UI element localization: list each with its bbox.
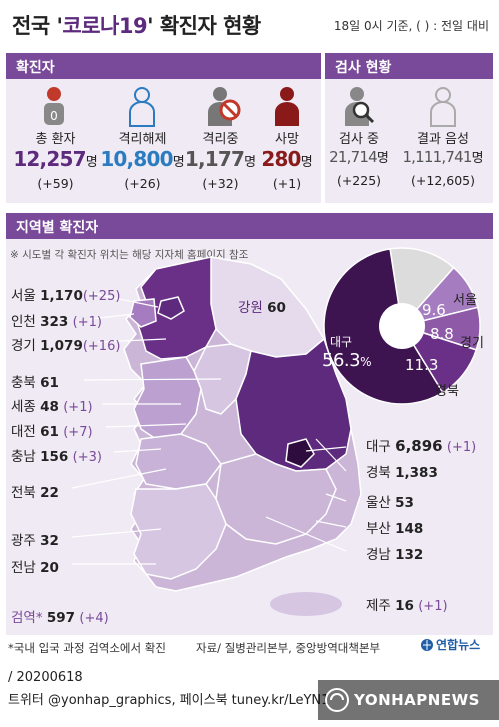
region-label-gangwon: 강원 60 bbox=[238, 300, 286, 316]
region-label-incheon: 인천 323 (+1) bbox=[11, 314, 102, 330]
person-zero-icon: 0 bbox=[44, 87, 64, 125]
region-label-jeonnam: 전남 20 bbox=[11, 560, 59, 576]
pie-label-seoul: 서울 bbox=[453, 293, 477, 308]
person-light-icon bbox=[430, 87, 456, 127]
watermark: YONHAPNEWS bbox=[318, 680, 499, 720]
pie-value-daegu: 56.3% bbox=[322, 350, 371, 371]
pie-label-gyeongbuk: 경북 bbox=[435, 384, 459, 399]
regional-note: ※ 시도별 각 확진자 위치는 해당 지자체 홈페이지 참조 bbox=[10, 249, 249, 261]
stat-testing: 검사 중 21,714명 (+225) bbox=[329, 132, 389, 188]
source-credit: 자료/ 질병관리본부, 중앙방역대책본부 bbox=[196, 641, 381, 655]
pie-value-gyeonggi: 8.8 bbox=[430, 325, 454, 343]
pie-label-daegu: 대구 bbox=[330, 335, 353, 349]
pie-value-gyeongbuk: 11.3 bbox=[405, 356, 439, 374]
region-label-gyeonggi: 경기 1,079(+16) bbox=[11, 338, 121, 354]
region-label-ulsan: 울산 53 bbox=[366, 495, 414, 511]
basis-note: 18일 0시 기준, ( ) : 전일 대비 bbox=[333, 19, 489, 33]
region-label-gyeongbuk: 경북 1,383 bbox=[366, 465, 438, 481]
page-title: 전국 '코로나19' 확진자 현황 bbox=[12, 14, 261, 38]
person-outline-icon bbox=[129, 87, 155, 127]
region-label-quarantine: 검역* 597 (+4) bbox=[11, 610, 109, 626]
person-prohibited-icon bbox=[208, 87, 241, 126]
testing-header: 검사 현황 bbox=[325, 53, 493, 79]
korea-map bbox=[71, 256, 362, 616]
svg-text:0: 0 bbox=[50, 109, 58, 123]
region-label-chungbuk: 충북 61 bbox=[11, 375, 59, 391]
stat-total: 총 환자 12,257명 (+59) bbox=[13, 132, 98, 191]
region-label-seoul: 서울 1,170(+25) bbox=[11, 288, 121, 304]
regional-header: 지역별 확진자 bbox=[6, 213, 493, 239]
region-daegu bbox=[285, 438, 315, 468]
confirmed-panel bbox=[6, 79, 321, 203]
region-label-daegu: 대구 6,896 (+1) bbox=[366, 437, 477, 455]
region-label-gwangju: 광주 32 bbox=[11, 533, 59, 549]
region-gyeongbuk bbox=[235, 337, 352, 472]
footnote: *국내 입국 과정 검역소에서 확진 bbox=[8, 641, 166, 655]
magnifier-person-icon bbox=[345, 87, 375, 126]
region-label-jeonbuk: 전북 22 bbox=[11, 485, 59, 501]
pie-label-gyeonggi: 경기 bbox=[460, 336, 484, 351]
region-jeju bbox=[270, 592, 342, 616]
pie-value-seoul: 9.6 bbox=[422, 301, 446, 319]
publish-date: / 20200618 bbox=[8, 670, 83, 685]
region-label-chungnam: 충남 156 (+3) bbox=[11, 449, 102, 465]
pie-center-hole bbox=[379, 303, 425, 349]
pie-chart bbox=[323, 247, 481, 405]
region-jeonnam bbox=[130, 483, 227, 580]
yonhap-logo-icon bbox=[325, 688, 349, 712]
region-label-daejeon: 대전 61 (+7) bbox=[11, 424, 93, 440]
region-label-gyeongnam: 경남 132 bbox=[366, 547, 424, 563]
region-label-sejong: 세종 48 (+1) bbox=[11, 399, 93, 415]
region-label-jeju: 제주 16 (+1) bbox=[366, 598, 448, 614]
confirmed-header: 확진자 bbox=[6, 53, 321, 79]
stat-released: 격리해제 10,800명 (+26) bbox=[100, 132, 185, 191]
stat-deaths: 사망 280명 (+1) bbox=[261, 132, 313, 191]
stat-isolated: 격리중 1,177명 (+32) bbox=[184, 132, 257, 191]
agency-logo: 연합뉴스 bbox=[420, 636, 480, 653]
stat-negative: 결과 음성 1,111,741명 (+12,605) bbox=[402, 132, 484, 188]
globe-icon bbox=[421, 638, 433, 651]
region-label-busan: 부산 148 bbox=[366, 521, 424, 537]
social-links: 트위터 @yonhap_graphics, 페이스북 tuney.kr/LeYN… bbox=[8, 693, 328, 708]
region-seoul bbox=[157, 296, 185, 320]
person-dark-icon bbox=[275, 87, 299, 126]
